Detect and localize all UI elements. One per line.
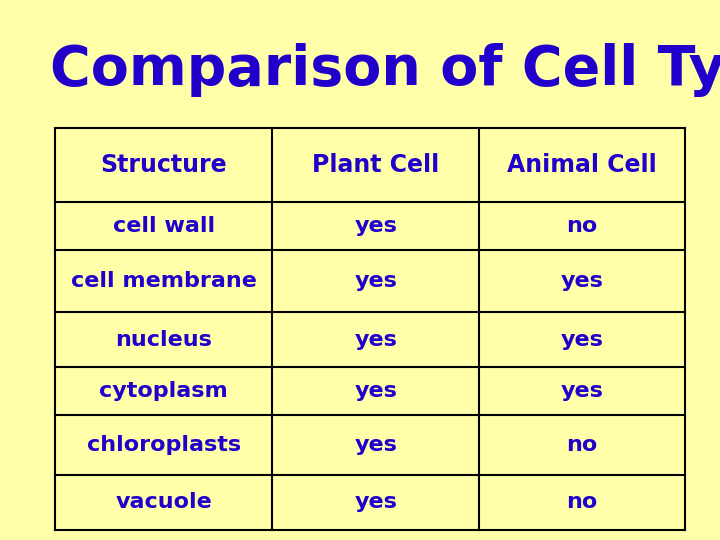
Text: yes: yes <box>561 381 603 401</box>
Text: cell wall: cell wall <box>112 216 215 236</box>
Text: yes: yes <box>354 330 397 350</box>
Text: yes: yes <box>354 271 397 291</box>
Text: no: no <box>567 435 598 455</box>
Text: Comparison of Cell Types: Comparison of Cell Types <box>50 43 720 97</box>
Text: yes: yes <box>354 381 397 401</box>
Bar <box>55 128 685 530</box>
Text: Plant Cell: Plant Cell <box>312 153 439 177</box>
Text: yes: yes <box>354 435 397 455</box>
Text: cell membrane: cell membrane <box>71 271 256 291</box>
Text: Animal Cell: Animal Cell <box>507 153 657 177</box>
Text: no: no <box>567 492 598 512</box>
Text: Structure: Structure <box>100 153 227 177</box>
Text: no: no <box>567 216 598 236</box>
Text: yes: yes <box>354 216 397 236</box>
Text: yes: yes <box>561 330 603 350</box>
Text: cytoplasm: cytoplasm <box>99 381 228 401</box>
Text: yes: yes <box>561 271 603 291</box>
Text: nucleus: nucleus <box>115 330 212 350</box>
Text: chloroplasts: chloroplasts <box>86 435 240 455</box>
Text: yes: yes <box>354 492 397 512</box>
Text: vacuole: vacuole <box>115 492 212 512</box>
